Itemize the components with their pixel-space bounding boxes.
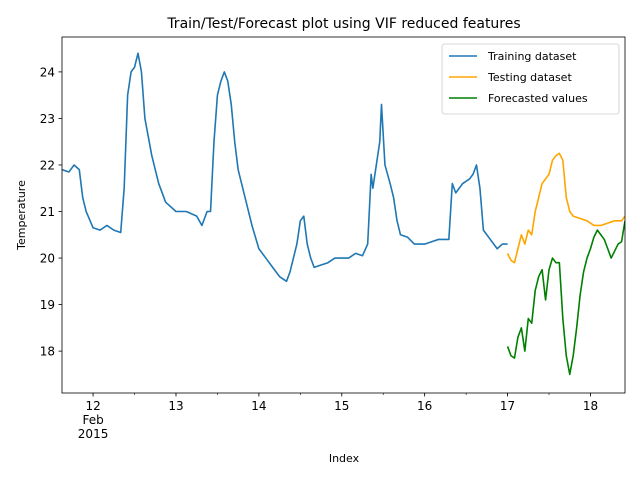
y-axis-label: Temperature (15, 180, 28, 251)
x-tick-label: 18 (583, 399, 598, 413)
y-tick-label: 21 (40, 205, 55, 219)
y-tick-label: 20 (40, 252, 55, 266)
y-tick-label: 22 (40, 158, 55, 172)
legend-label-1: Testing dataset (487, 71, 572, 84)
series-layer (62, 52, 625, 376)
x-tick-label: Feb (82, 413, 103, 427)
y-tick-label: 19 (40, 298, 55, 312)
x-tick-label: 16 (417, 399, 432, 413)
plot-frame (61, 36, 626, 394)
y-tick-label: 23 (40, 112, 55, 126)
series-line-2 (506, 220, 625, 376)
chart-title: Train/Test/Forecast plot using VIF reduc… (166, 16, 520, 32)
legend-label-0: Training dataset (487, 50, 577, 63)
legend: Training dataset Testing dataset Forecaste… (441, 43, 620, 115)
y-tick-label: 18 (40, 345, 55, 359)
x-tick-label: 15 (334, 399, 349, 413)
series-line-0 (62, 52, 508, 283)
x-tick-label: 12 (85, 399, 100, 413)
legend-box (441, 43, 620, 115)
x-axis-label: Index (329, 452, 360, 465)
y-axis: 18 19 20 21 22 23 24 (40, 65, 62, 359)
x-tick-label: 2015 (78, 427, 109, 441)
x-tick-label: 17 (500, 399, 515, 413)
x-tick-label: 14 (251, 399, 266, 413)
legend-label-2: Forecasted values (488, 92, 588, 105)
x-tick-label: 13 (168, 399, 183, 413)
y-tick-label: 24 (40, 65, 55, 79)
series-line-1 (506, 152, 625, 264)
